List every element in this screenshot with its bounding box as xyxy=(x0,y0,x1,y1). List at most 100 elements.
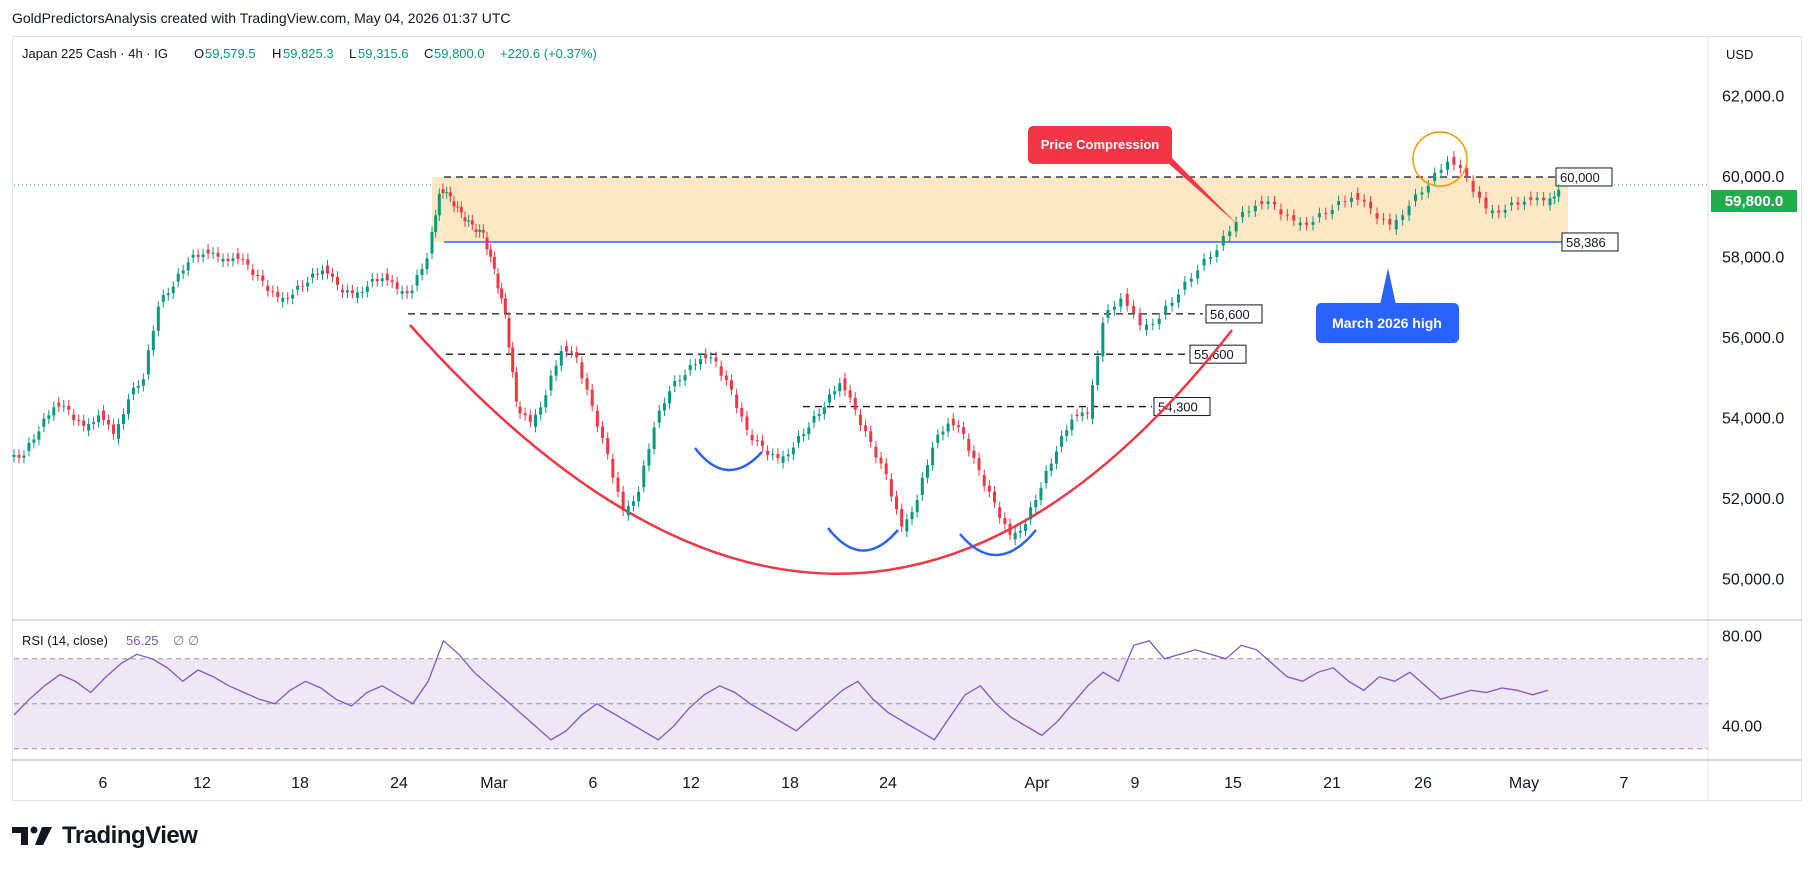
price-tick-label: 56,000.0 xyxy=(1722,330,1784,347)
candle-body xyxy=(441,189,445,194)
rounding-bottom-curve xyxy=(409,324,1233,575)
time-tick-label: 12 xyxy=(682,775,700,792)
price-compression-callout xyxy=(1028,126,1172,164)
candle-body xyxy=(817,414,821,416)
consolidation-zone xyxy=(432,176,1568,242)
candle-body xyxy=(1044,470,1048,484)
candle-body xyxy=(1497,210,1501,213)
low-label: L xyxy=(349,46,356,61)
candle-body xyxy=(316,273,320,275)
candle-body xyxy=(1548,198,1552,206)
candle-body xyxy=(621,491,625,511)
candle-body xyxy=(895,496,899,510)
candle-body xyxy=(843,378,847,391)
candle-body xyxy=(1317,213,1321,218)
candle-body xyxy=(276,291,280,297)
candle-body xyxy=(657,410,661,423)
price-tick-label: 50,000.0 xyxy=(1722,572,1784,589)
candle-body xyxy=(1401,215,1405,220)
candle-body xyxy=(848,390,852,398)
candle-body xyxy=(286,297,290,299)
candle-body xyxy=(503,298,507,314)
candle-body xyxy=(375,278,379,282)
candle-body xyxy=(1049,463,1053,471)
candle-body xyxy=(500,288,504,299)
candle-body xyxy=(1439,169,1443,173)
candle-body xyxy=(827,394,831,403)
candle-body xyxy=(977,458,981,471)
rsi-panel xyxy=(13,639,1708,750)
candle-body xyxy=(833,391,837,395)
march-high-label: March 2026 high xyxy=(1332,315,1442,331)
candle-body xyxy=(102,410,106,420)
candle-body xyxy=(1247,211,1251,213)
candle-body xyxy=(1183,281,1187,290)
candle-body xyxy=(1228,231,1232,237)
candle-body xyxy=(688,364,692,371)
candle-body xyxy=(1356,193,1360,200)
candle-body xyxy=(1433,172,1437,181)
candle-body xyxy=(1552,196,1556,199)
tradingview-logo[interactable]: TradingView xyxy=(12,822,198,850)
candle-body xyxy=(1529,197,1533,200)
candle-body xyxy=(528,415,532,422)
candle-body xyxy=(1202,258,1206,266)
candle-body xyxy=(1170,302,1174,306)
rsi-tick-label: 40.00 xyxy=(1722,718,1762,735)
candle-body xyxy=(176,273,180,282)
candle-body xyxy=(559,350,563,366)
candle-body xyxy=(37,431,41,440)
candle-body xyxy=(668,391,672,404)
candle-body xyxy=(291,294,295,299)
currency-label[interactable]: USD xyxy=(1726,47,1753,62)
candle-body xyxy=(136,385,140,388)
candle-body xyxy=(1484,197,1488,209)
level-label: 60,000 xyxy=(1560,170,1600,185)
candle-body xyxy=(161,295,165,302)
candle-body xyxy=(585,378,589,390)
candle-body xyxy=(1305,222,1309,225)
candle-body xyxy=(858,414,862,426)
candle-body xyxy=(776,454,780,459)
candle-body xyxy=(951,418,955,426)
candle-body xyxy=(956,425,960,428)
candle-body xyxy=(467,220,471,222)
pattern-curves xyxy=(409,324,1233,575)
candle-body xyxy=(1292,215,1296,221)
candle-body xyxy=(1452,156,1456,165)
price-compression-label: Price Compression xyxy=(1041,137,1160,152)
candle-body xyxy=(82,420,86,426)
candle-body xyxy=(1034,499,1038,508)
candle-body xyxy=(514,372,518,402)
time-tick-label: 15 xyxy=(1224,775,1242,792)
candle-body xyxy=(791,447,795,455)
candle-body xyxy=(1189,278,1193,282)
candle-body xyxy=(1060,436,1064,447)
candle-body xyxy=(511,347,515,373)
candle-body xyxy=(647,448,651,466)
candle-body xyxy=(311,273,315,278)
candle-body xyxy=(1008,523,1012,535)
candle-body xyxy=(345,290,349,293)
candle-body xyxy=(714,357,718,362)
candle-body xyxy=(1516,202,1520,205)
candle-body xyxy=(683,375,687,381)
candle-body xyxy=(580,362,584,379)
candle-body xyxy=(350,290,354,293)
candle-body xyxy=(864,425,868,432)
candle-body xyxy=(590,389,594,406)
candle-body xyxy=(507,317,511,348)
candle-body xyxy=(97,415,101,423)
candle-body xyxy=(131,387,135,395)
candle-body xyxy=(889,479,893,497)
time-tick-label: 12 xyxy=(193,775,211,792)
candle-body xyxy=(226,258,230,262)
candle-body xyxy=(400,291,404,294)
candle-body xyxy=(884,463,888,475)
candle-body xyxy=(755,440,759,442)
candle-body xyxy=(740,407,744,417)
candle-body xyxy=(42,418,46,427)
candle-body xyxy=(92,422,96,424)
candle-body xyxy=(750,434,754,441)
